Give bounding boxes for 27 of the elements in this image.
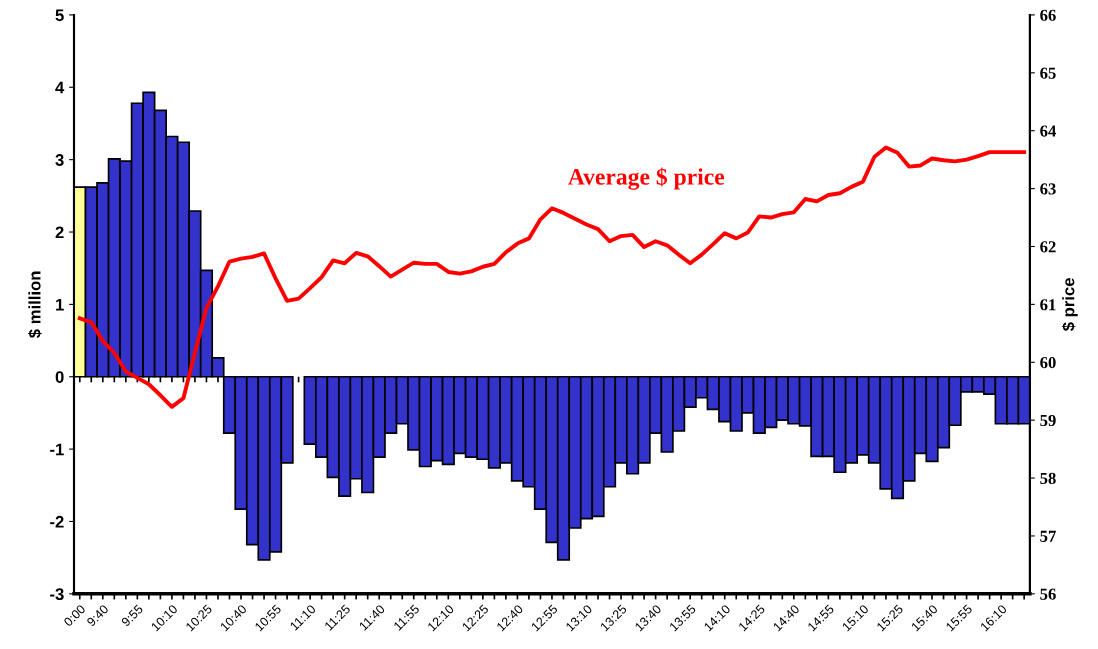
y2-tick-label: 56 [1040,588,1056,600]
y-tick-label: -2 [50,515,64,528]
y2-tick-label: 65 [1040,67,1056,79]
y-tick-label: 4 [55,81,65,94]
y2-tick-label: 61 [1040,299,1056,311]
series-label: Average $ price [568,167,725,190]
y-tick-label: 1 [56,298,64,311]
y-tick-label: 5 [55,9,64,22]
y-tick-label: 0 [55,371,64,383]
x-tick-label: 9:55 [120,604,144,627]
y2-axis-title: $ price [1061,278,1078,332]
line-series [77,145,1027,409]
y-tick-label: -3 [50,588,64,601]
x-tick-label: 0:00 [63,604,86,627]
y-tick-label: -1 [50,443,64,456]
y2-tick-label: 66 [1040,9,1056,21]
y2-tick-label: 63 [1040,183,1056,195]
y2-tick-label: 60 [1040,356,1056,369]
y-tick-label: 3 [55,154,64,166]
x-tick-label: 9:40 [86,604,109,627]
y2-tick-label: 64 [1040,125,1056,137]
y2-tick-label: 58 [1040,472,1056,484]
y2-tick-label: 59 [1040,414,1056,427]
y-tick-label: 2 [55,226,64,239]
y-axis-title: $ million [28,271,42,338]
y2-tick-label: 62 [1040,241,1056,253]
y2-tick-label: 57 [1040,530,1056,542]
